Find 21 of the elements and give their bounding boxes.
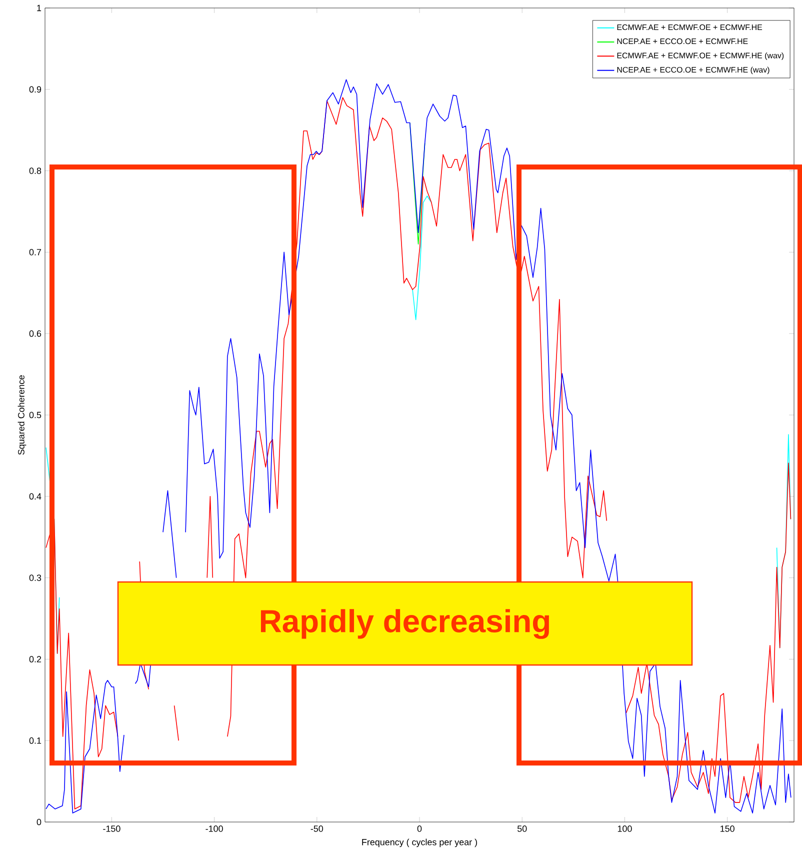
x-tick-label: 0 (417, 826, 422, 832)
y-tick-label: 0.8 (29, 168, 41, 174)
y-tick-label: 0.9 (29, 86, 41, 93)
x-axis-title: Frequency ( cycles per year ) (362, 838, 477, 848)
y-tick-label: 0.5 (29, 412, 41, 418)
y-tick-label: 0 (36, 818, 41, 826)
annotation: Rapidly decreasing (260, 609, 549, 639)
y-tick-label: 0.6 (29, 330, 41, 337)
y-tick-label: 0.4 (29, 493, 41, 500)
x-tick-label: 50 (517, 826, 526, 832)
y-tick-label: 0.7 (29, 249, 41, 256)
x-tick-label: 150 (720, 826, 734, 832)
y-axis-title: Squared Coherence (18, 375, 26, 455)
x-tick-label: -50 (310, 826, 323, 832)
x-tick-label: -150 (102, 826, 120, 832)
y-tick-label: 0.1 (29, 737, 41, 744)
y-tick-label: 1 (36, 4, 41, 12)
y-tick-label: 0.3 (29, 574, 41, 581)
x-tick-label: 100 (618, 826, 632, 832)
y-tick-label: 0.2 (29, 656, 41, 662)
x-tick-label: -100 (205, 826, 223, 832)
